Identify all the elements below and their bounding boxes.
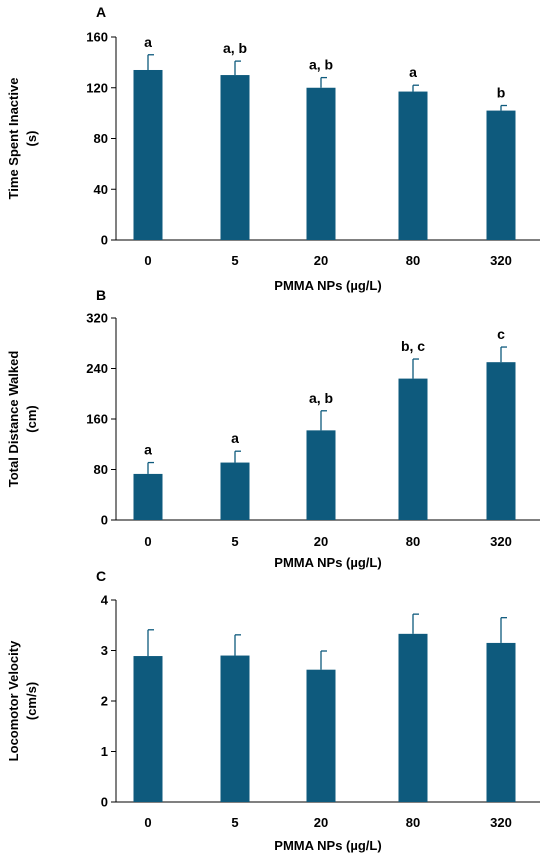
bar (133, 69, 163, 240)
bar (398, 91, 428, 241)
x-tick-label: 80 (406, 815, 420, 830)
significance-label: a (409, 64, 417, 80)
y-tick-label: 3 (101, 643, 108, 658)
bar (306, 87, 336, 240)
x-tick-label: 5 (231, 534, 238, 549)
y-tick-label: 2 (101, 694, 108, 709)
y-tick-label: 1 (101, 744, 108, 759)
bar (220, 462, 250, 520)
y-axis-unit: (cm/s) (24, 682, 39, 720)
y-tick-label: 0 (101, 513, 108, 528)
y-axis-unit: (s) (24, 131, 39, 147)
significance-label: a, b (223, 40, 247, 56)
chart-panel-a: A 0 40 80 120 160 a 0 a, b 5 a, b 20 a 80 b 320 PMMA NPs… (6, 4, 540, 293)
chart-panel-b: B 0 80 160 240 320 a 0 a 5 a, b 20 b, c 80 c 320 PMMA NP… (6, 287, 540, 570)
bar (486, 362, 516, 520)
x-tick-label: 5 (231, 253, 238, 268)
x-tick-label: 0 (144, 253, 151, 268)
bar (306, 669, 336, 802)
significance-label: c (497, 326, 505, 342)
bar (486, 642, 516, 802)
x-tick-label: 20 (314, 815, 328, 830)
x-tick-label: 20 (314, 534, 328, 549)
y-tick-label: 320 (86, 311, 108, 326)
x-tick-label: 0 (144, 534, 151, 549)
bar (133, 473, 163, 520)
bar (306, 430, 336, 520)
x-tick-label: 320 (490, 534, 512, 549)
x-tick-label: 320 (490, 815, 512, 830)
y-tick-label: 0 (101, 795, 108, 810)
x-axis-label: PMMA NPs (µg/L) (274, 838, 381, 853)
bar (398, 378, 428, 520)
significance-label: b, c (401, 338, 425, 354)
y-axis-label: Locomotor Velocity (6, 640, 21, 761)
y-tick-label: 0 (101, 233, 108, 248)
panel-letter: A (96, 4, 106, 20)
significance-label: a (231, 430, 239, 446)
x-tick-label: 0 (144, 815, 151, 830)
significance-label: b (497, 85, 506, 101)
bar (398, 633, 428, 802)
y-tick-label: 4 (101, 593, 109, 608)
y-axis-unit: (cm) (24, 405, 39, 432)
y-tick-label: 40 (94, 182, 108, 197)
y-tick-label: 240 (86, 361, 108, 376)
panel-letter: C (96, 568, 106, 584)
y-tick-label: 80 (94, 462, 108, 477)
x-axis-label: PMMA NPs (µg/L) (274, 278, 381, 293)
x-tick-label: 320 (490, 253, 512, 268)
y-axis-label: Total Distance Walked (6, 351, 21, 488)
bar (220, 75, 250, 240)
chart-panel-c: C 0 1 2 3 4 0 5 20 80 320 PMMA NPs (µg/L) Locomotor … (6, 568, 540, 853)
bar (220, 655, 250, 802)
significance-label: a, b (309, 390, 333, 406)
bar (133, 656, 163, 802)
significance-label: a (144, 442, 152, 458)
x-tick-label: 20 (314, 253, 328, 268)
panel-letter: B (96, 287, 106, 303)
bar (486, 110, 516, 241)
y-tick-label: 160 (86, 412, 108, 427)
x-axis-label: PMMA NPs (µg/L) (274, 555, 381, 570)
x-tick-label: 80 (406, 534, 420, 549)
significance-label: a (144, 34, 152, 50)
x-tick-label: 80 (406, 253, 420, 268)
y-tick-label: 120 (86, 80, 108, 95)
y-tick-label: 80 (94, 131, 108, 146)
x-tick-label: 5 (231, 815, 238, 830)
y-tick-label: 160 (86, 30, 108, 45)
y-axis-label: Time Spent Inactive (6, 78, 21, 200)
significance-label: a, b (309, 57, 333, 73)
